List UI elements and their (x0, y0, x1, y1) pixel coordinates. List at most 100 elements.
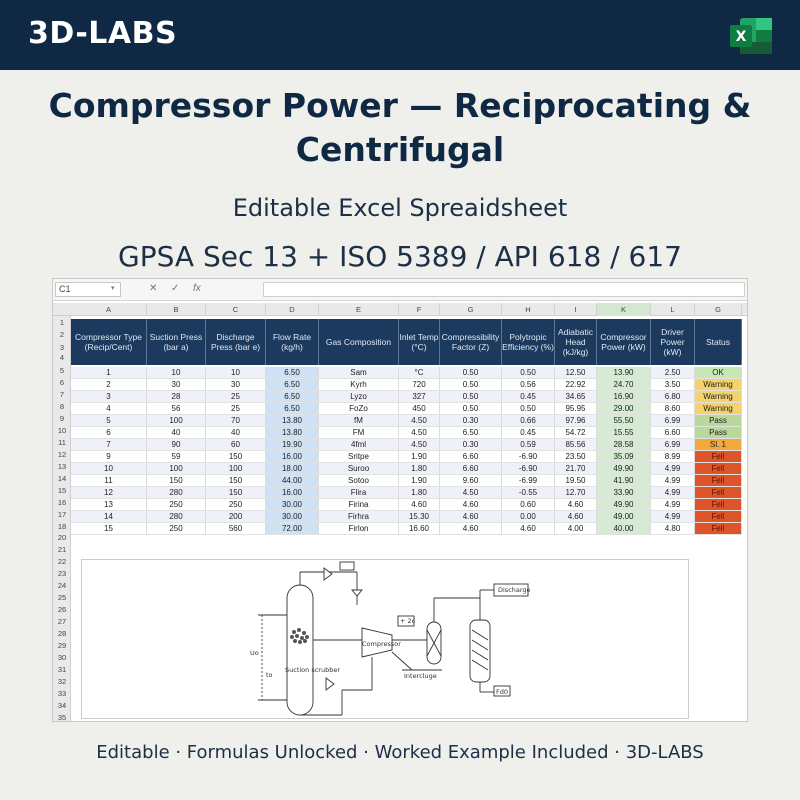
status-badge[interactable]: Fell (695, 451, 742, 463)
table-cell[interactable]: 14 (71, 511, 147, 523)
table-cell[interactable]: 21.70 (555, 463, 597, 475)
row-number[interactable]: 2 (59, 330, 65, 339)
cancel-icon[interactable]: ✕ (149, 283, 158, 294)
table-cell[interactable]: 100 (147, 415, 206, 427)
row-number[interactable]: 4 (59, 353, 65, 362)
table-cell[interactable]: 1.90 (399, 475, 440, 487)
table-cell[interactable]: 150 (206, 451, 266, 463)
table-cell[interactable]: 1 (71, 367, 147, 379)
name-box[interactable]: C1 (55, 282, 121, 297)
table-cell[interactable]: 0.00 (502, 511, 555, 523)
row-number[interactable]: 10 (57, 426, 67, 435)
table-cell[interactable]: 6 (71, 427, 147, 439)
table-cell[interactable]: 6.99 (651, 439, 695, 451)
table-cell[interactable]: Firina (319, 499, 399, 511)
table-cell[interactable]: 6.60 (440, 451, 502, 463)
table-cell[interactable]: 250 (206, 499, 266, 511)
table-cell[interactable]: 8.60 (651, 403, 695, 415)
table-cell[interactable]: 150 (206, 487, 266, 499)
row-number[interactable]: 24 (57, 581, 67, 590)
table-cell[interactable]: 0.50 (440, 391, 502, 403)
status-badge[interactable]: Fell (695, 511, 742, 523)
row-number[interactable]: 13 (57, 462, 67, 471)
table-cell[interactable]: 13 (71, 499, 147, 511)
table-cell[interactable]: 5 (71, 415, 147, 427)
table-cell[interactable]: 150 (206, 475, 266, 487)
row-number[interactable]: 32 (57, 677, 67, 686)
table-cell[interactable]: 19.50 (555, 475, 597, 487)
row-number[interactable]: 17 (57, 510, 67, 519)
status-badge[interactable]: Fell (695, 487, 742, 499)
table-cell[interactable]: 24.70 (597, 379, 651, 391)
table-cell[interactable]: 0.50 (502, 367, 555, 379)
table-cell[interactable]: 280 (147, 487, 206, 499)
table-cell[interactable]: 49.90 (597, 463, 651, 475)
table-cell[interactable]: 9 (71, 451, 147, 463)
table-cell[interactable]: Flira (319, 487, 399, 499)
table-cell[interactable]: 40 (147, 427, 206, 439)
table-cell[interactable]: 200 (206, 511, 266, 523)
table-cell[interactable]: 0.30 (440, 415, 502, 427)
chevron-down-icon[interactable]: ▾ (111, 285, 115, 292)
table-cell[interactable]: 16.00 (266, 487, 319, 499)
table-cell[interactable]: 54.72 (555, 427, 597, 439)
table-cell[interactable]: 4.00 (555, 523, 597, 535)
status-badge[interactable]: Fell (695, 499, 742, 511)
table-cell[interactable]: 0.50 (440, 367, 502, 379)
table-cell[interactable]: 15.55 (597, 427, 651, 439)
table-cell[interactable]: 85.56 (555, 439, 597, 451)
enter-icon[interactable]: ✓ (171, 283, 180, 294)
column-header[interactable]: F (399, 303, 440, 316)
table-cell[interactable]: 100 (206, 463, 266, 475)
column-header[interactable]: L (651, 303, 695, 316)
table-cell[interactable]: 720 (399, 379, 440, 391)
table-cell[interactable]: 28 (147, 391, 206, 403)
row-number[interactable]: 7 (59, 390, 65, 399)
table-cell[interactable]: 9.60 (440, 475, 502, 487)
table-cell[interactable]: 25 (206, 403, 266, 415)
table-cell[interactable]: 13.90 (597, 367, 651, 379)
table-cell[interactable]: 0.50 (502, 403, 555, 415)
table-cell[interactable]: 95.95 (555, 403, 597, 415)
table-cell[interactable]: 12 (71, 487, 147, 499)
table-cell[interactable]: 4.99 (651, 499, 695, 511)
column-header[interactable]: G (440, 303, 502, 316)
row-number[interactable]: 29 (57, 641, 67, 650)
row-number[interactable]: 12 (57, 450, 67, 459)
column-header[interactable]: B (147, 303, 206, 316)
table-cell[interactable]: 8.99 (651, 451, 695, 463)
formula-input[interactable] (263, 282, 745, 297)
row-number[interactable]: 30 (57, 653, 67, 662)
table-cell[interactable]: 28.58 (597, 439, 651, 451)
table-cell[interactable]: 30 (147, 379, 206, 391)
table-cell[interactable]: 4.99 (651, 475, 695, 487)
table-cell[interactable]: 3 (71, 391, 147, 403)
table-cell[interactable]: 72.00 (266, 523, 319, 535)
table-cell[interactable]: 30 (206, 379, 266, 391)
table-cell[interactable]: 280 (147, 511, 206, 523)
table-cell[interactable]: °C (399, 367, 440, 379)
table-cell[interactable]: 30.00 (266, 511, 319, 523)
table-cell[interactable]: 450 (399, 403, 440, 415)
status-badge[interactable]: Fell (695, 523, 742, 535)
table-cell[interactable]: 4.50 (440, 487, 502, 499)
table-cell[interactable]: 1.90 (399, 451, 440, 463)
row-number[interactable]: 20 (57, 533, 67, 542)
table-cell[interactable]: 6.80 (651, 391, 695, 403)
table-cell[interactable]: 4.60 (555, 499, 597, 511)
table-cell[interactable]: 2 (71, 379, 147, 391)
table-cell[interactable]: 10 (206, 367, 266, 379)
table-cell[interactable]: 250 (147, 523, 206, 535)
table-cell[interactable]: 15.30 (399, 511, 440, 523)
table-cell[interactable]: -6.90 (502, 463, 555, 475)
table-cell[interactable]: 25 (206, 391, 266, 403)
table-cell[interactable]: 4.50 (399, 439, 440, 451)
column-header[interactable]: I (555, 303, 597, 316)
column-header[interactable]: G (695, 303, 742, 316)
table-cell[interactable]: 40.00 (597, 523, 651, 535)
row-number[interactable]: 21 (57, 545, 67, 554)
table-cell[interactable]: FM (319, 427, 399, 439)
table-cell[interactable]: 6.99 (651, 415, 695, 427)
table-cell[interactable]: 4.99 (651, 511, 695, 523)
table-cell[interactable]: 0.50 (440, 403, 502, 415)
